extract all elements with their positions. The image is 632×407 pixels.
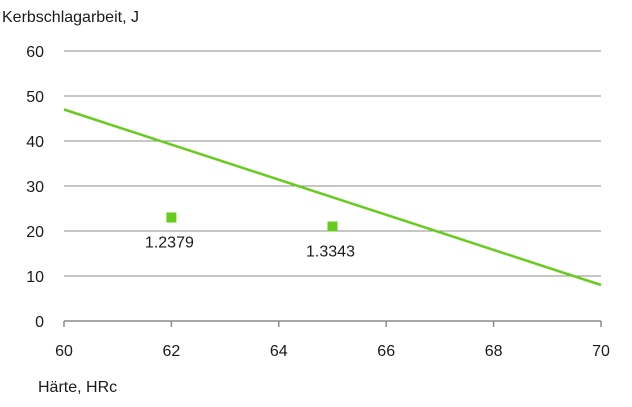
y-tick-label-10: 10 xyxy=(26,269,44,286)
y-tick-label-40: 40 xyxy=(26,134,44,151)
x-axis-title: Härte, HRc xyxy=(38,379,117,396)
gridlines xyxy=(64,50,601,277)
data-point-1.3343 xyxy=(327,221,338,232)
data-points: 1.2379 1.3343 xyxy=(145,212,355,261)
data-label-1.3343: 1.3343 xyxy=(306,244,355,261)
data-point-1.2379 xyxy=(166,212,177,223)
x-tick-label-64: 64 xyxy=(270,343,288,360)
y-tick-label-50: 50 xyxy=(26,89,44,106)
y-tick-label-0: 0 xyxy=(35,314,44,331)
y-tick-label-20: 20 xyxy=(26,224,44,241)
x-tick-label-62: 62 xyxy=(163,343,181,360)
x-tick-labels: 60 62 64 66 68 70 xyxy=(55,343,610,360)
x-tick-label-60: 60 xyxy=(55,343,73,360)
y-axis-title: Kerbschlagarbeit, J xyxy=(2,9,139,26)
y-tick-labels: 0 10 20 30 40 50 60 xyxy=(26,44,44,331)
trendline-group xyxy=(63,108,602,287)
x-tick-label-70: 70 xyxy=(592,343,610,360)
data-label-1.2379: 1.2379 xyxy=(145,235,194,252)
x-axis xyxy=(63,320,602,327)
x-tick-label-68: 68 xyxy=(485,343,503,360)
trendline xyxy=(63,108,602,287)
y-tick-label-30: 30 xyxy=(26,179,44,196)
y-tick-label-60: 60 xyxy=(26,44,44,61)
x-tick-label-66: 66 xyxy=(377,343,395,360)
